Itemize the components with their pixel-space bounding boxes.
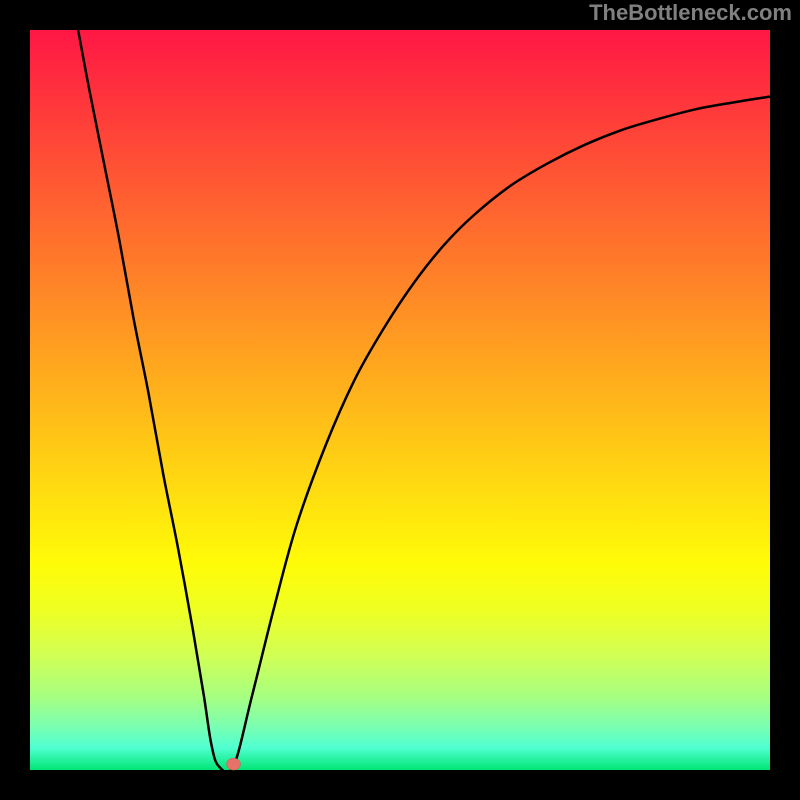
watermark-text: TheBottleneck.com	[589, 0, 792, 26]
optimal-point-marker	[227, 758, 241, 770]
curve-layer	[0, 0, 800, 800]
chart-container: TheBottleneck.com	[0, 0, 800, 800]
bottleneck-curve	[78, 30, 770, 772]
